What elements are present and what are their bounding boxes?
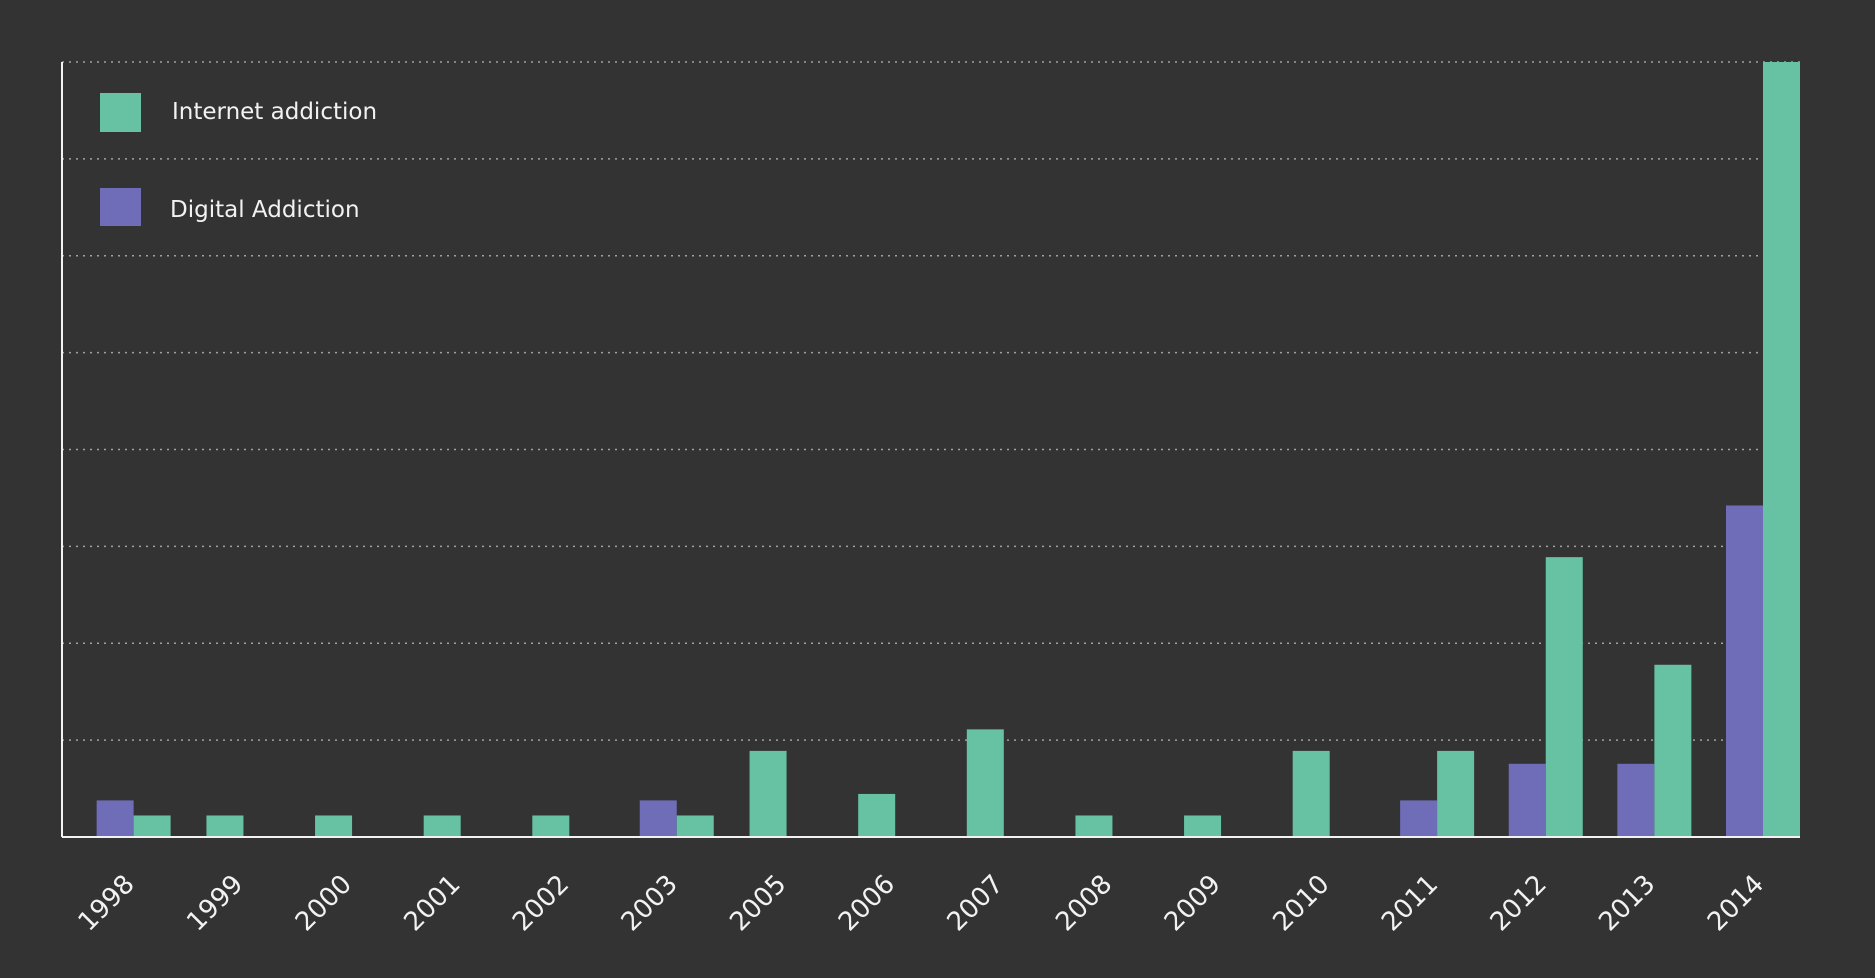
bar-internet-addiction-2014 xyxy=(1763,62,1800,837)
bar-internet-addiction-2003 xyxy=(676,815,714,837)
legend-label-internet-addiction: Internet addiction xyxy=(172,99,377,125)
grid-lines xyxy=(62,61,1800,741)
bar-internet-addiction-2011 xyxy=(1437,750,1475,837)
bar-internet-addiction-2001 xyxy=(423,815,461,837)
bar-internet-addiction-2000 xyxy=(315,815,353,837)
bar-internet-addiction-2002 xyxy=(532,815,570,837)
legend-item-internet-addiction: Internet addiction xyxy=(100,93,377,132)
bar-internet-addiction-2012 xyxy=(1545,557,1583,837)
bars xyxy=(96,62,1800,837)
bar-internet-addiction-2006 xyxy=(858,793,896,837)
bar-internet-addiction-1999 xyxy=(206,815,244,837)
bar-digital-addiction-2013 xyxy=(1617,763,1655,837)
bar-internet-addiction-2007 xyxy=(966,729,1004,837)
bar-digital-addiction-2014 xyxy=(1726,505,1763,837)
legend: Internet addiction Digital Addiction xyxy=(100,93,377,226)
bar-internet-addiction-1998 xyxy=(133,815,171,837)
bar-internet-addiction-2013 xyxy=(1654,664,1692,837)
bar-internet-addiction-2005 xyxy=(749,750,787,837)
bar-digital-addiction-1998 xyxy=(96,800,134,837)
bar-digital-addiction-2011 xyxy=(1400,800,1438,837)
legend-swatch-digital-addiction xyxy=(100,188,141,226)
legend-item-digital-addiction: Digital Addiction xyxy=(100,188,360,226)
bar-internet-addiction-2009 xyxy=(1184,815,1222,837)
bar-internet-addiction-2008 xyxy=(1075,815,1113,837)
bar-digital-addiction-2012 xyxy=(1508,763,1546,837)
bar-internet-addiction-2010 xyxy=(1292,750,1330,837)
legend-swatch-internet-addiction xyxy=(100,93,141,132)
legend-label-digital-addiction: Digital Addiction xyxy=(170,197,360,223)
bar-digital-addiction-2003 xyxy=(639,800,677,837)
